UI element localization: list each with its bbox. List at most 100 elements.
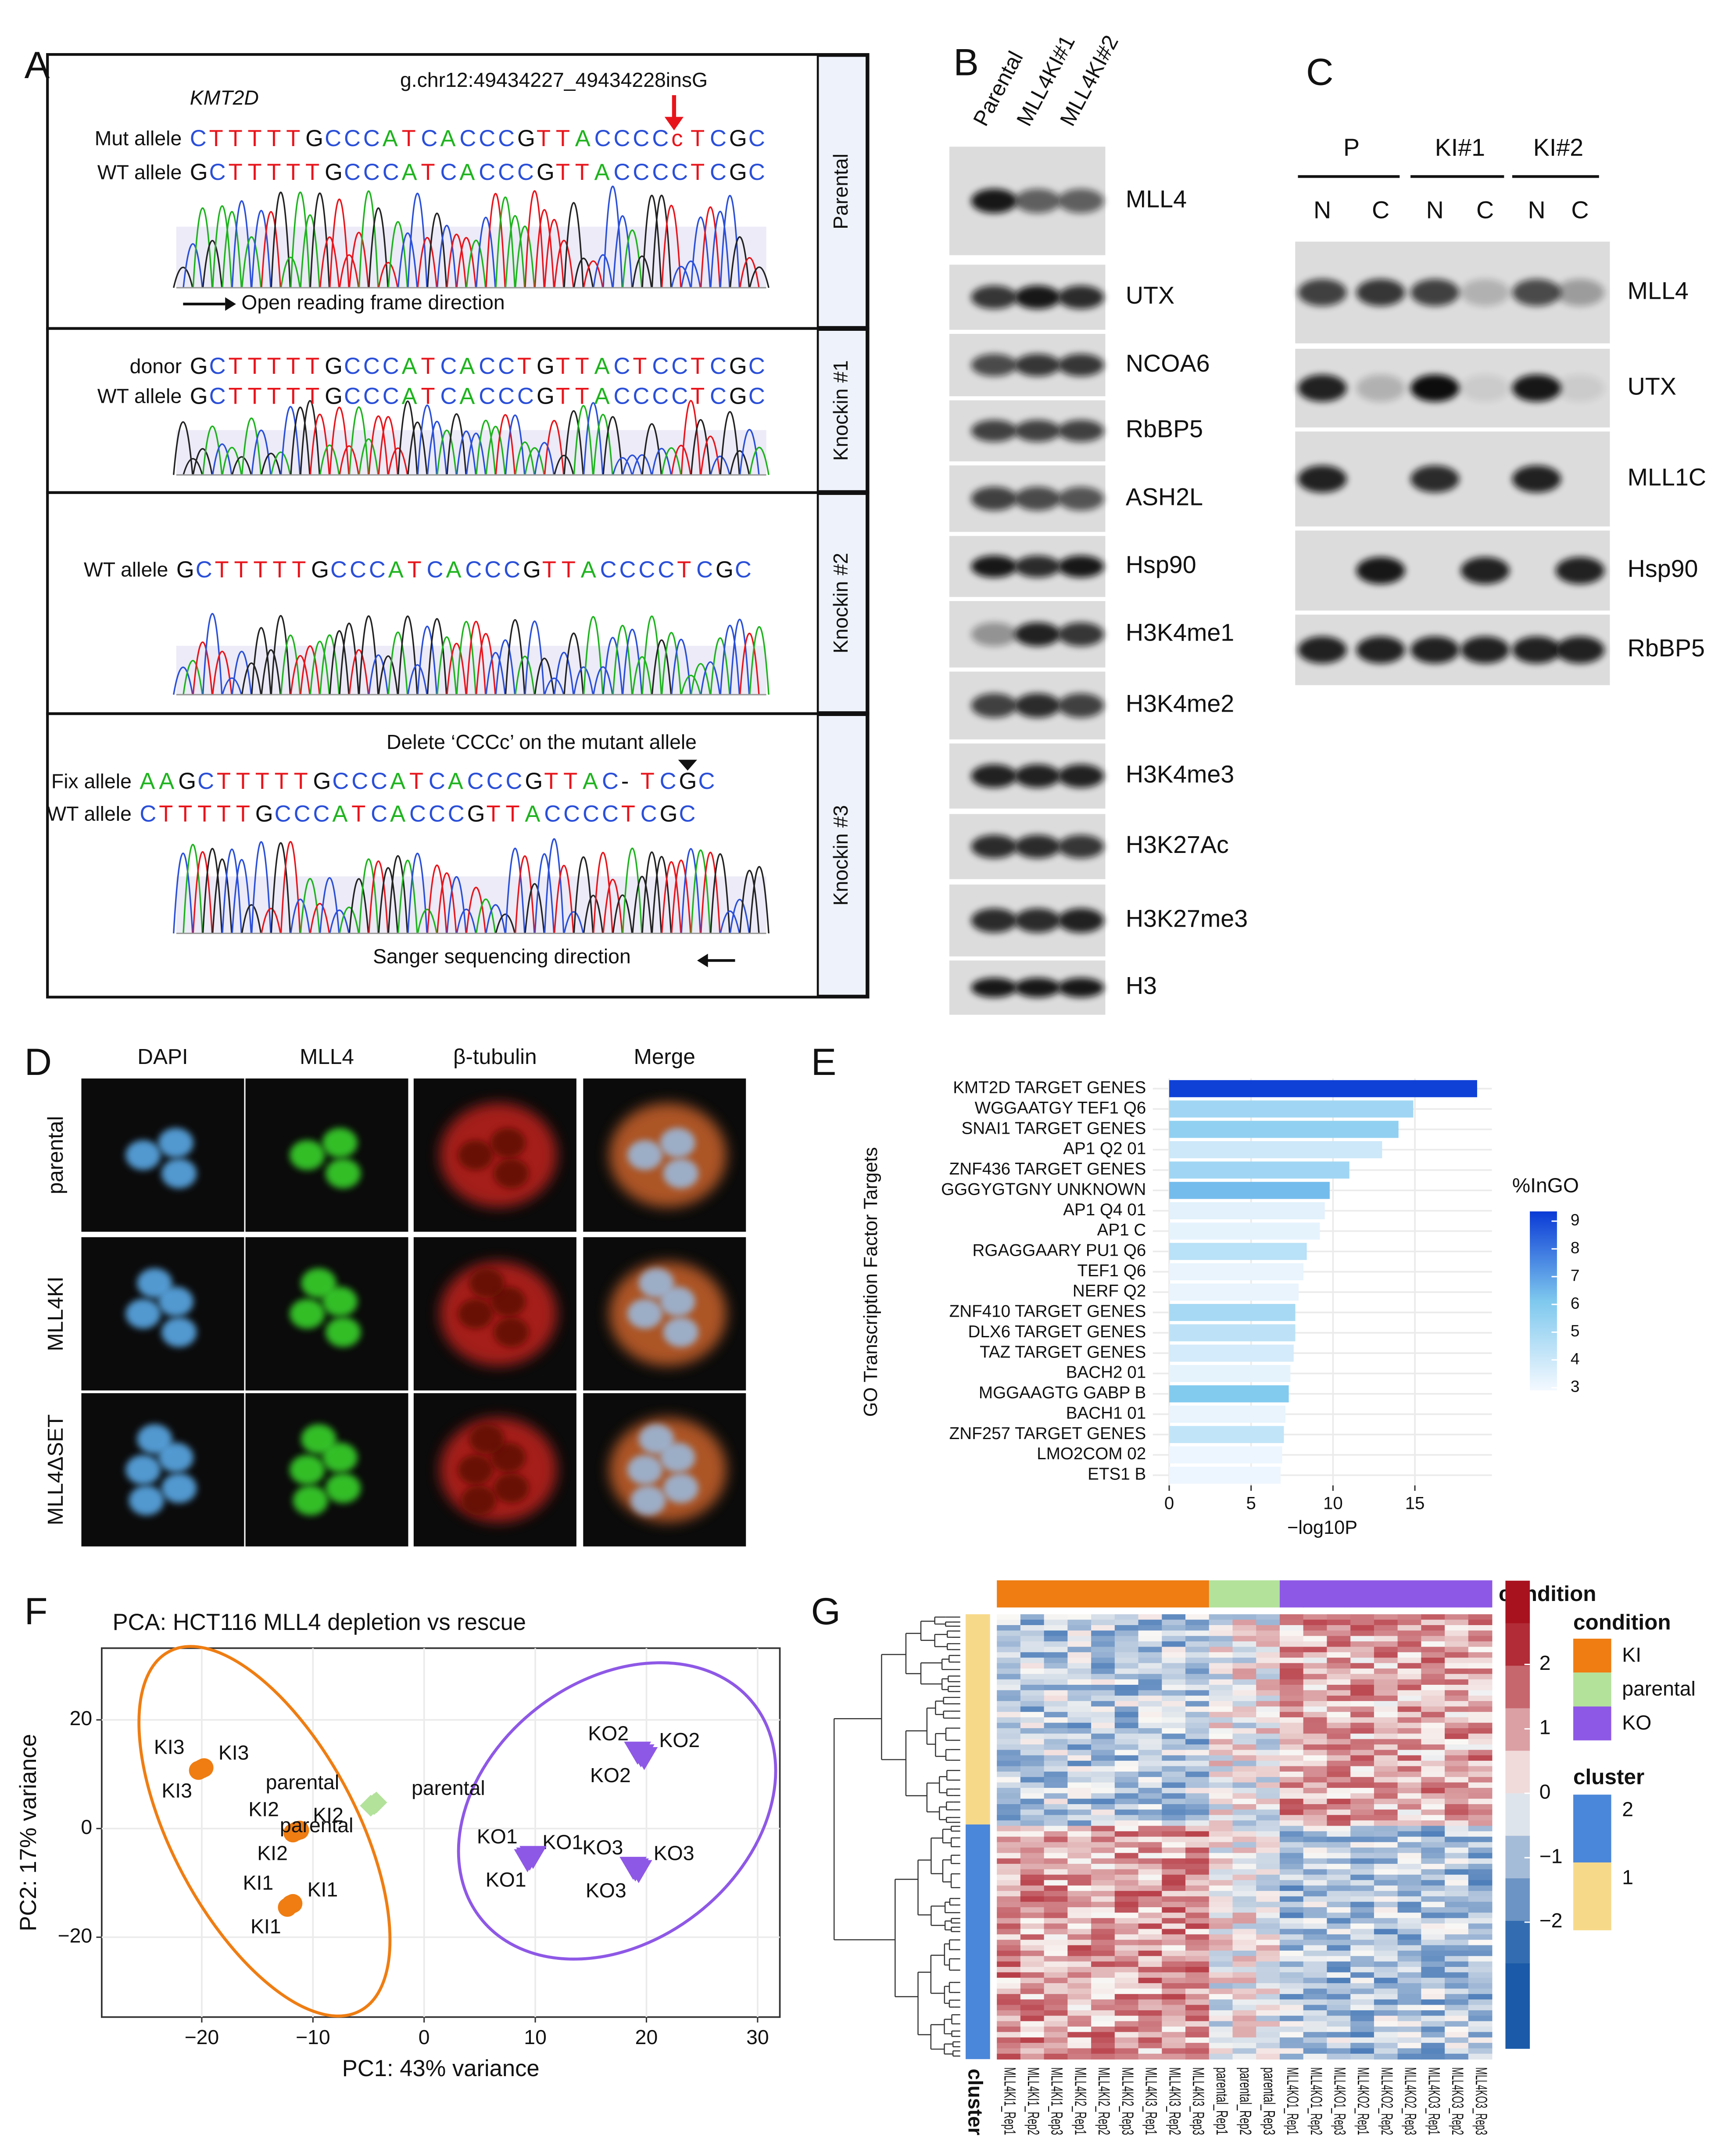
- heatmap-cell: [1138, 1755, 1163, 1762]
- heatmap-cell: [1445, 1961, 1469, 1967]
- heatmap-cell: [1067, 1717, 1092, 1723]
- heatmap-cell: [1397, 1934, 1422, 1941]
- side-label: Knockin #2: [829, 553, 852, 653]
- heatmap-cell: [1232, 1907, 1257, 1913]
- heatmap-cell: [1232, 2053, 1257, 2060]
- heatmap-cell: [1421, 2016, 1446, 2022]
- heatmap-cell: [997, 1641, 1021, 1647]
- heatmap-cell: [1374, 2043, 1398, 2049]
- heatmap-cell: [1162, 1679, 1186, 1685]
- heatmap-cell: [1114, 1771, 1139, 1778]
- heatmap-cell: [1114, 1798, 1139, 1805]
- heatmap-cell: [1279, 1891, 1304, 1897]
- heatmap-cell: [1020, 1858, 1045, 1864]
- heatmap-cell: [1162, 1847, 1186, 1854]
- heatmap-cell: [1445, 2037, 1469, 2044]
- heatmap-cell: [1327, 1950, 1351, 1957]
- heatmap-cell: [1091, 1652, 1115, 1658]
- heatmap-cell: [1185, 1761, 1210, 1767]
- heatmap-cell: [1303, 1934, 1328, 1941]
- legend-label: parental: [1622, 1677, 1696, 1700]
- blot-band: [1410, 279, 1460, 306]
- heatmap-cell: [1350, 1663, 1374, 1669]
- heatmap-cell: [1256, 1902, 1280, 1908]
- heatmap-cell: [1138, 1798, 1163, 1805]
- bar: [1169, 1283, 1299, 1301]
- heatmap-cell: [1044, 1967, 1068, 1973]
- heatmap-cell: [1209, 2027, 1233, 2033]
- heatmap-cell: [1185, 1728, 1210, 1734]
- bar: [1169, 1304, 1296, 1321]
- heatmap-cell: [1044, 1782, 1068, 1788]
- blot-band: [1014, 908, 1061, 933]
- protein-label: NCOA6: [1126, 350, 1210, 377]
- heatmap-cell: [1209, 1750, 1233, 1756]
- heatmap-cell: [1303, 1929, 1328, 1935]
- heatmap-cell: [1138, 1864, 1163, 1870]
- heatmap-cell: [1303, 1733, 1328, 1740]
- heatmap-cell: [1185, 1641, 1210, 1647]
- heatmap-cell: [1350, 1837, 1374, 1843]
- heatmap-cell: [1256, 1934, 1280, 1941]
- heatmap-cell: [1445, 1858, 1469, 1864]
- heatmap-cell: [1044, 1994, 1068, 2000]
- heatmap-cell: [1256, 1674, 1280, 1680]
- heatmap-cell: [1185, 2032, 1210, 2038]
- heatmap-cell: [1232, 1777, 1257, 1783]
- heatmap-cell: [1256, 1874, 1280, 1881]
- chromatogram-peak: [339, 623, 360, 695]
- heatmap-cell: [1232, 1771, 1257, 1778]
- heatmap-cell: [1468, 1652, 1493, 1658]
- heatmap-cell: [1020, 1972, 1045, 1978]
- heatmap-cell: [1303, 2010, 1328, 2016]
- heatmap-cell: [1445, 1614, 1469, 1620]
- heatmap-cell: [1327, 1934, 1351, 1941]
- base: C: [614, 353, 630, 379]
- chromatogram-peak: [524, 190, 545, 288]
- y-tick-label: TEF1 Q6: [1077, 1261, 1146, 1280]
- heatmap-cell: [1185, 1755, 1210, 1762]
- base: C: [440, 383, 457, 409]
- heatmap-cell: [1114, 1923, 1139, 1930]
- heatmap-cell: [1421, 1761, 1446, 1767]
- heatmap-cell: [1468, 1820, 1493, 1826]
- heatmap-cell: [1468, 1945, 1493, 1951]
- column-label: MLL4KI3_Rep3: [1189, 2067, 1208, 2135]
- heatmap-cell: [1374, 1983, 1398, 1989]
- heatmap-cell: [1421, 1999, 1446, 2005]
- heatmap-cell: [1044, 1636, 1068, 1642]
- heatmap-cell: [1209, 1826, 1233, 1832]
- heatmap-cell: [1327, 1701, 1351, 1707]
- chromatogram-peak: [183, 243, 203, 288]
- heatmap-cell: [1044, 1896, 1068, 1902]
- heatmap-cell: [1327, 1864, 1351, 1870]
- heatmap-cell: [1350, 2032, 1374, 2038]
- point-label: KI1: [243, 1871, 274, 1894]
- heatmap-cell: [1209, 1831, 1233, 1837]
- heatmap-cell: [1114, 1869, 1139, 1875]
- chromatogram-peak: [192, 448, 213, 475]
- heatmap-cell: [1256, 1761, 1280, 1767]
- heatmap-cell: [1279, 1777, 1304, 1783]
- heatmap-cell: [1020, 1766, 1045, 1772]
- base: C: [748, 159, 765, 185]
- heatmap-cell: [1091, 1793, 1115, 1799]
- heatmap-cell: [1209, 2037, 1233, 2044]
- heatmap-cell: [1374, 1831, 1398, 1837]
- heatmap-cell: [1374, 1771, 1398, 1778]
- heatmap-cell: [1232, 1831, 1257, 1837]
- heatmap-cell: [1020, 2005, 1045, 2011]
- heatmap-cell: [1303, 1815, 1328, 1821]
- heatmap-cell: [1020, 2021, 1045, 2027]
- base: T: [197, 801, 211, 827]
- chromatogram-peak: [515, 441, 535, 475]
- column-label: parental_Rep3: [1260, 2067, 1278, 2135]
- heatmap-cell: [1421, 2037, 1446, 2044]
- chromatogram-peak: [241, 236, 262, 288]
- chromatogram-peak: [710, 637, 730, 695]
- heatmap-cell: [1279, 1739, 1304, 1745]
- heatmap-cell: [1256, 1739, 1280, 1745]
- scale-label: 1: [1539, 1716, 1551, 1739]
- chromatogram-peak: [202, 240, 223, 288]
- heatmap-cell: [1350, 1668, 1374, 1675]
